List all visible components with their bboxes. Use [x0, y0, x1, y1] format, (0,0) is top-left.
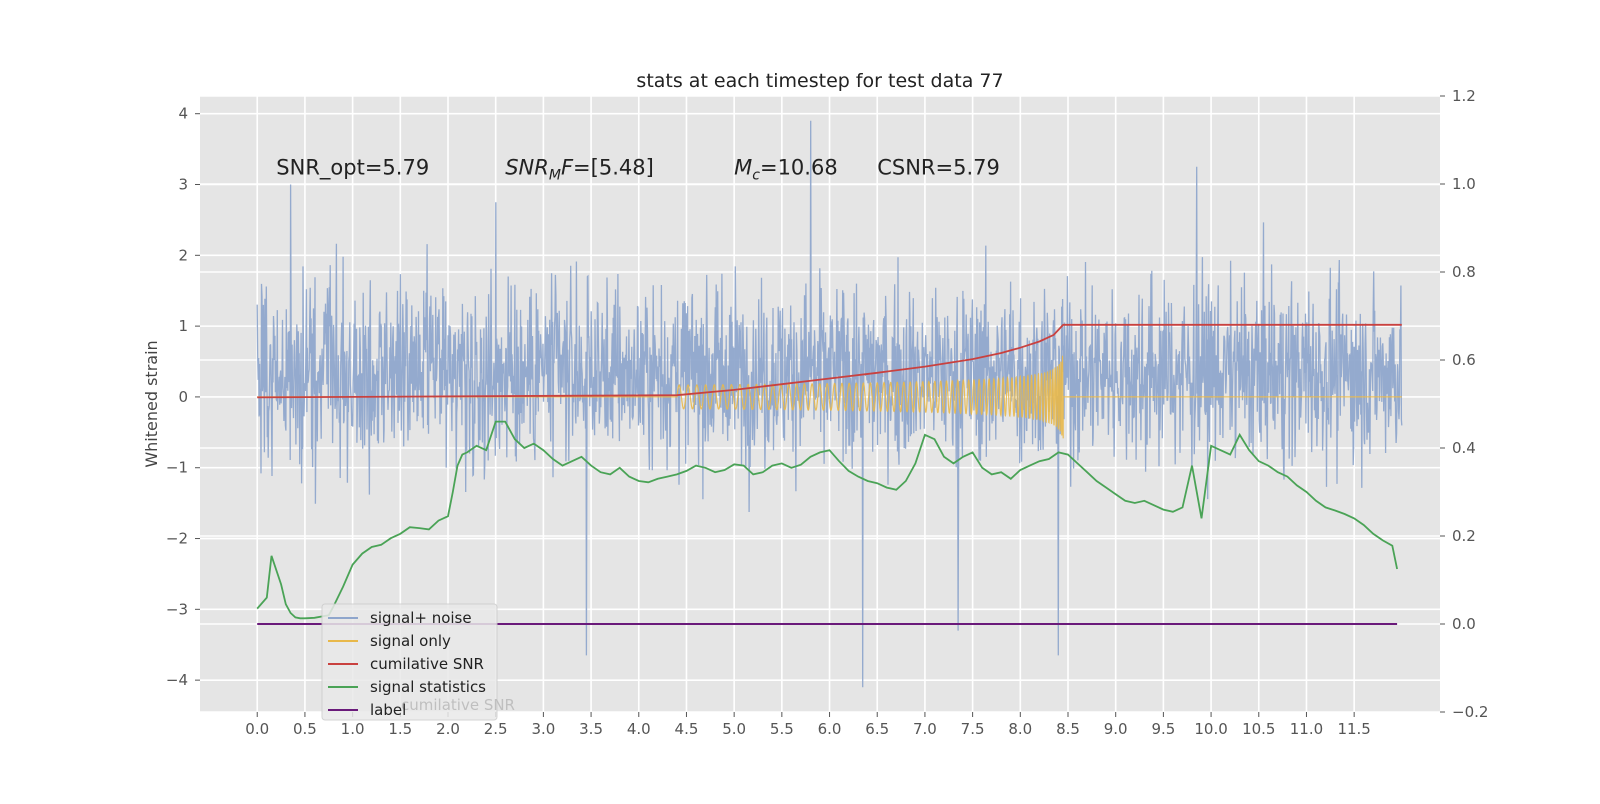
x-tick-label: 4.0: [627, 720, 651, 738]
y2-tick-label: 0.2: [1452, 527, 1476, 545]
x-tick-label: 9.5: [1151, 720, 1175, 738]
x-tick-label: 6.0: [818, 720, 842, 738]
y2-tick-label: 1.2: [1452, 87, 1476, 105]
series-signal-only: [257, 355, 1402, 439]
y-axis-label: Whitened strain: [142, 340, 161, 467]
x-tick-label: 7.0: [913, 720, 937, 738]
x-tick-label: 2.0: [436, 720, 460, 738]
series-cumulative-snr: [257, 323, 1402, 399]
y2-tick-label: 0.8: [1452, 263, 1476, 281]
y2-tick-label: 0.4: [1452, 439, 1476, 457]
x-tick-label: 8.5: [1056, 720, 1080, 738]
x-tick-label: 11.5: [1337, 720, 1370, 738]
y-tick-label: 4: [178, 105, 188, 123]
y-tick-label: 3: [178, 176, 188, 194]
x-tick-label: 0.0: [245, 720, 269, 738]
x-tick-label: 10.5: [1242, 720, 1275, 738]
x-tick-label: 3.0: [531, 720, 555, 738]
y2-tick-label: −0.2: [1452, 703, 1488, 721]
series-signal-noise: [256, 120, 1403, 688]
x-tick-label: 0.5: [293, 720, 317, 738]
y-tick-label: 1: [178, 317, 188, 335]
y-tick-label: −1: [166, 459, 188, 477]
x-tick-label: 5.5: [770, 720, 794, 738]
legend: cumilative SNR signal+ noise signal only cu…: [321, 603, 515, 721]
x-tick-label: 8.0: [1008, 720, 1032, 738]
x-tick-label: 3.5: [579, 720, 603, 738]
x-tick-label: 10.0: [1194, 720, 1227, 738]
y-tick-label: −3: [166, 600, 188, 618]
y-tick-label: −4: [166, 671, 188, 689]
y2-tick-label: 1.0: [1452, 175, 1476, 193]
y-tick-label: 0: [178, 388, 188, 406]
annotation-mc: Mc=10.68: [734, 155, 838, 183]
chart-title: stats at each timestep for test data 77: [636, 70, 1003, 92]
x-tick-label: 9.0: [1104, 720, 1128, 738]
legend-overlap-text: cumilative SNR: [401, 696, 515, 714]
y-tick-label: 2: [178, 246, 188, 264]
annotation-snr-mf: SNRMF=[5.48]: [505, 155, 654, 183]
x-tick-label: 6.5: [865, 720, 889, 738]
x-tick-label: 5.0: [722, 720, 746, 738]
legend-box: [321, 603, 498, 721]
x-tick-label: 2.5: [484, 720, 508, 738]
annotation: CSNR=5.79: [877, 155, 1000, 179]
series-signal-statistics: [256, 420, 1398, 620]
grid: [200, 95, 1440, 713]
x-tick-label: 1.5: [388, 720, 412, 738]
y2-tick-label: 0.6: [1452, 351, 1476, 369]
legend-entry: cumilative SNR: [370, 655, 484, 673]
y-tick-label: −2: [166, 530, 188, 548]
annotation: SNR_opt=5.79: [276, 155, 429, 180]
y2-tick-label: 0.0: [1452, 615, 1476, 633]
x-tick-label: 7.5: [961, 720, 985, 738]
legend-entry: label: [370, 701, 406, 719]
legend-entry: signal+ noise: [370, 609, 472, 627]
legend-entry: signal statistics: [370, 678, 486, 696]
legend-entry: signal only: [370, 632, 451, 650]
x-tick-label: 1.0: [341, 720, 365, 738]
x-tick-label: 11.0: [1290, 720, 1323, 738]
x-tick-label: 4.5: [675, 720, 699, 738]
